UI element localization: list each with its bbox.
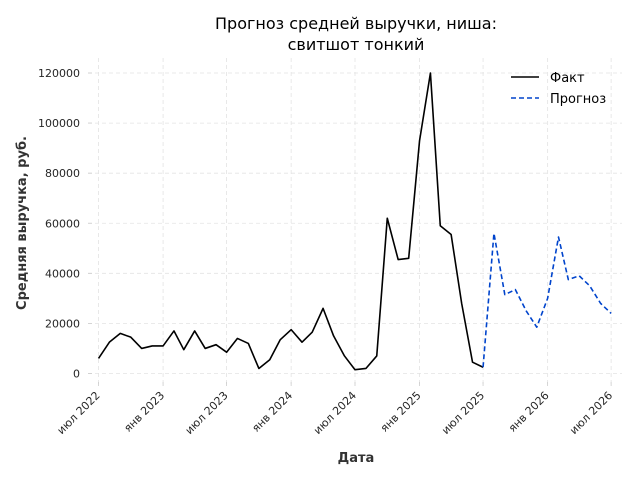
y-tick-label: 40000 [45, 267, 80, 280]
y-tick-label: 20000 [45, 317, 80, 330]
x-tick-label: янв 2024 [249, 389, 295, 435]
legend: Факт Прогноз [511, 71, 606, 107]
series-line-forecast [482, 232, 612, 368]
series-line-fact [97, 72, 484, 371]
y-tick-label: 60000 [45, 217, 80, 230]
y-tick-label: 80000 [45, 167, 80, 180]
x-tick-label: янв 2023 [121, 389, 167, 435]
legend-label-forecast: Прогноз [550, 92, 606, 107]
x-tick-label: янв 2025 [378, 389, 424, 435]
x-tick-label: июл 2026 [567, 389, 615, 437]
ticks: 0 20000 40000 60000 80000 100000 120000 июл 202… [38, 67, 615, 437]
x-axis-label: Дата [338, 451, 375, 466]
y-tick-label: 0 [73, 367, 80, 380]
x-tick-label: июл 2025 [439, 389, 487, 437]
y-axis-label: Средняя выручка, руб. [15, 136, 30, 310]
y-tick-label: 120000 [38, 67, 80, 80]
grid [88, 58, 622, 386]
chart-title-line-2: свитшот тонкий [288, 35, 425, 54]
x-tick-label: июл 2023 [183, 389, 231, 437]
series-lines [97, 72, 612, 371]
x-tick-label: июл 2022 [55, 389, 103, 437]
y-tick-label: 100000 [38, 117, 80, 130]
chart-title-line-1: Прогноз средней выручки, ниша: [215, 14, 497, 33]
x-tick-label: янв 2026 [506, 389, 552, 435]
legend-label-fact: Факт [550, 71, 585, 86]
x-tick-label: июл 2024 [311, 389, 359, 437]
